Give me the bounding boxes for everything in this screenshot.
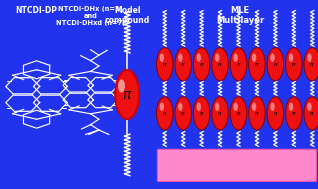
Ellipse shape: [249, 48, 265, 81]
Text: $\pi$: $\pi$: [180, 61, 186, 68]
Ellipse shape: [230, 48, 247, 81]
Ellipse shape: [252, 53, 256, 62]
Text: $\pi$: $\pi$: [254, 61, 260, 68]
Ellipse shape: [307, 102, 312, 111]
Ellipse shape: [178, 53, 183, 62]
Ellipse shape: [249, 97, 265, 130]
Ellipse shape: [197, 53, 201, 62]
Ellipse shape: [115, 70, 139, 119]
Ellipse shape: [193, 48, 210, 81]
Text: MLE
Multilayer: MLE Multilayer: [216, 6, 264, 25]
Ellipse shape: [307, 53, 312, 62]
Ellipse shape: [160, 53, 164, 62]
Text: $\pi$: $\pi$: [217, 61, 223, 68]
Ellipse shape: [178, 102, 183, 111]
Ellipse shape: [212, 48, 228, 81]
Text: $\pi$: $\pi$: [199, 110, 204, 117]
Ellipse shape: [215, 53, 219, 62]
Text: $\pi$: $\pi$: [122, 88, 133, 102]
Ellipse shape: [212, 97, 228, 130]
Ellipse shape: [156, 97, 173, 130]
Ellipse shape: [304, 48, 318, 81]
Text: $\pi$: $\pi$: [180, 110, 186, 117]
Text: $\pi$: $\pi$: [199, 61, 204, 68]
Ellipse shape: [270, 53, 275, 62]
Text: $\pi$: $\pi$: [309, 61, 315, 68]
Ellipse shape: [252, 102, 256, 111]
Ellipse shape: [193, 97, 210, 130]
Ellipse shape: [118, 79, 125, 93]
Text: $\pi$: $\pi$: [162, 110, 168, 117]
Text: Model
compound: Model compound: [105, 6, 150, 25]
Ellipse shape: [156, 48, 173, 81]
Text: $\pi$: $\pi$: [236, 61, 241, 68]
Ellipse shape: [175, 48, 191, 81]
Text: $\pi$: $\pi$: [162, 61, 168, 68]
Text: $\pi$: $\pi$: [291, 110, 297, 117]
Text: $\pi$: $\pi$: [309, 110, 315, 117]
Ellipse shape: [233, 102, 238, 111]
Ellipse shape: [270, 102, 275, 111]
Ellipse shape: [289, 53, 293, 62]
Text: $\pi$: $\pi$: [254, 110, 260, 117]
Ellipse shape: [160, 102, 164, 111]
Ellipse shape: [286, 48, 302, 81]
Ellipse shape: [267, 97, 284, 130]
Text: $\pi$: $\pi$: [291, 61, 297, 68]
Ellipse shape: [233, 53, 238, 62]
Text: NTCDI-DHx (n=2)
and
NTCDI-DHxd (n=7): NTCDI-DHx (n=2) and NTCDI-DHxd (n=7): [56, 6, 125, 26]
Ellipse shape: [197, 102, 201, 111]
Ellipse shape: [215, 102, 219, 111]
Ellipse shape: [289, 102, 293, 111]
Ellipse shape: [175, 97, 191, 130]
Text: $\pi$: $\pi$: [236, 110, 241, 117]
Ellipse shape: [304, 97, 318, 130]
Text: $\pi$: $\pi$: [273, 61, 278, 68]
Ellipse shape: [267, 48, 284, 81]
Text: NTCDI-DP: NTCDI-DP: [16, 6, 58, 15]
Ellipse shape: [286, 97, 302, 130]
Text: $\pi$: $\pi$: [217, 110, 223, 117]
Ellipse shape: [230, 97, 247, 130]
FancyBboxPatch shape: [157, 149, 316, 181]
Text: $\pi$: $\pi$: [273, 110, 278, 117]
